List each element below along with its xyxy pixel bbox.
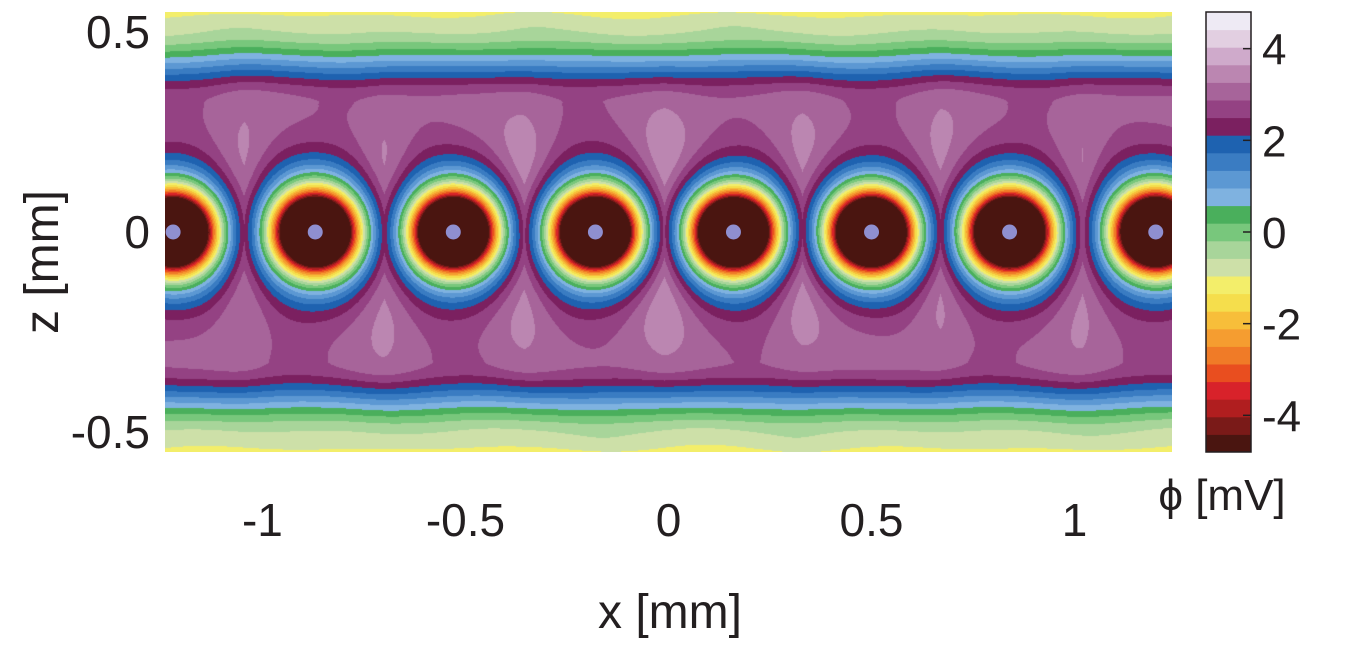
colorbar-band — [1206, 434, 1251, 453]
x-tick-label: -1 — [242, 494, 283, 546]
colorbar-band — [1206, 152, 1251, 171]
colorbar-band — [1206, 170, 1251, 189]
rod-center-marker — [1147, 223, 1165, 241]
colorbar-tick-label: -4 — [1262, 392, 1301, 441]
y-axis: -0.5 0 0.5 — [71, 6, 150, 458]
y-tick-label: 0.5 — [86, 6, 150, 58]
rod-center-marker — [1001, 223, 1019, 241]
colorbar-band — [1206, 12, 1251, 31]
y-axis-label: z [mm] — [16, 190, 69, 334]
colorbar-band — [1206, 399, 1251, 418]
colorbar-band — [1206, 47, 1251, 66]
x-tick-label: -0.5 — [426, 494, 505, 546]
plot-area — [165, 12, 1172, 452]
colorbar-band — [1206, 328, 1251, 347]
colorbar-tick-label: -2 — [1262, 301, 1301, 350]
colorbar-band — [1206, 188, 1251, 207]
colorbar-band — [1206, 64, 1251, 83]
y-tick-label: 0 — [124, 206, 150, 258]
colorbar-band — [1206, 364, 1251, 383]
colorbar-label: ϕ [mV] — [1158, 471, 1285, 520]
rod-center-marker — [306, 223, 324, 241]
rod-center-marker — [724, 223, 742, 241]
colorbar-tick-label: 2 — [1262, 117, 1286, 166]
y-tick-label: -0.5 — [71, 406, 150, 458]
x-axis: -1 -0.5 0 0.5 1 — [242, 494, 1087, 546]
rod-center-marker — [165, 223, 182, 241]
colorbar-band — [1206, 416, 1251, 435]
colorbar-band — [1206, 117, 1251, 136]
colorbar-band — [1206, 276, 1251, 295]
x-tick-label: 0 — [656, 494, 682, 546]
colorbar-band — [1206, 293, 1251, 312]
colorbar-band — [1206, 135, 1251, 154]
colorbar-band — [1206, 82, 1251, 101]
rod-center-marker — [586, 223, 604, 241]
x-tick-label: 0.5 — [840, 494, 904, 546]
colorbar: -4 -2 0 2 4 — [1205, 11, 1301, 453]
x-tick-label: 1 — [1062, 494, 1088, 546]
colorbar-band — [1206, 29, 1251, 48]
colorbar-band — [1206, 258, 1251, 277]
colorbar-band — [1206, 346, 1251, 365]
colorbar-band — [1206, 223, 1251, 242]
colorbar-tick-label: 4 — [1262, 26, 1286, 75]
colorbar-band — [1206, 381, 1251, 400]
colorbar-tick-label: 0 — [1262, 209, 1286, 258]
rod-center-marker — [863, 223, 881, 241]
colorbar-band — [1206, 240, 1251, 259]
colorbar-band — [1206, 205, 1251, 224]
rod-center-marker — [444, 223, 462, 241]
colorbar-band — [1206, 311, 1251, 330]
colorbar-band — [1206, 100, 1251, 119]
x-axis-label: x [mm] — [598, 586, 742, 639]
